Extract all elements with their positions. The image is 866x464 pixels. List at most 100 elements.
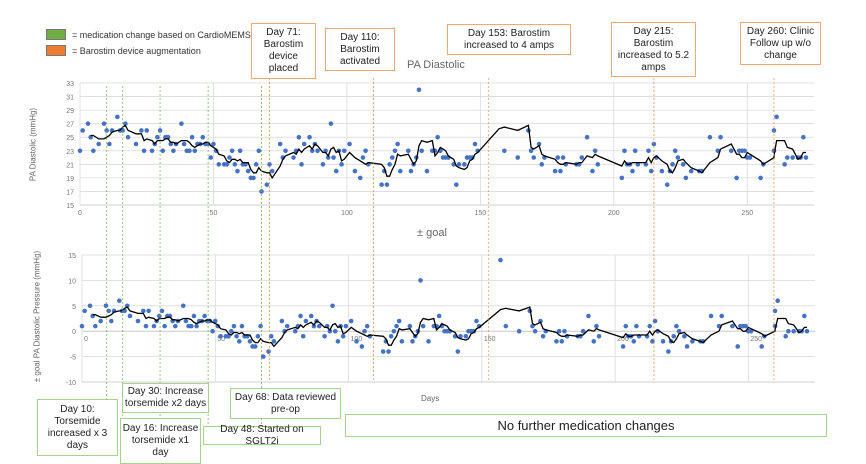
data-point	[332, 328, 338, 334]
orange-swatch-icon	[46, 45, 66, 56]
data-point	[646, 148, 651, 154]
data-point	[528, 148, 534, 154]
data-point	[455, 349, 461, 354]
y-tick-label: -5	[70, 355, 76, 362]
data-point	[325, 155, 331, 160]
data-point	[226, 333, 231, 339]
data-point	[218, 333, 223, 339]
data-point	[216, 162, 222, 167]
data-point	[420, 323, 426, 329]
data-point	[291, 155, 296, 160]
data-point	[264, 182, 270, 187]
data-point	[580, 328, 586, 334]
annotation-day-16: Day 16: Increase torsemide x1 day	[120, 418, 201, 464]
data-point	[151, 323, 157, 329]
data-point	[664, 182, 670, 187]
data-point	[308, 313, 314, 319]
data-point	[79, 323, 85, 329]
data-point	[352, 168, 358, 174]
data-point	[269, 168, 275, 174]
legend-item-medication: = medication change based on CardioMEMS	[46, 29, 251, 40]
data-point	[590, 168, 595, 174]
data-point	[632, 148, 638, 154]
data-point	[268, 333, 274, 339]
data-point	[202, 313, 207, 319]
top-chart-title: PA Diastolic	[407, 59, 465, 71]
data-point	[181, 141, 187, 147]
data-point	[115, 114, 120, 120]
y-tick-label: 17	[66, 189, 74, 196]
y-tick-label: 33	[66, 81, 74, 88]
data-point	[340, 333, 346, 339]
data-point	[774, 114, 779, 120]
data-point	[791, 328, 796, 334]
data-point	[498, 257, 503, 263]
data-point	[149, 148, 155, 154]
data-point	[343, 323, 349, 329]
data-point	[399, 339, 405, 344]
data-point	[775, 298, 780, 304]
annotation-day-30: Day 30: Increase torsemide x2 days	[122, 383, 209, 413]
data-point	[183, 318, 189, 324]
data-point	[719, 313, 725, 319]
data-point	[379, 182, 384, 187]
data-point	[239, 323, 245, 329]
data-point	[394, 323, 399, 329]
data-point	[267, 162, 272, 167]
data-point	[387, 162, 392, 167]
data-point	[322, 333, 327, 339]
data-point	[292, 328, 298, 334]
data-point	[410, 339, 415, 344]
data-point	[127, 313, 133, 319]
data-point	[133, 141, 139, 147]
data-point	[758, 175, 763, 181]
data-point	[364, 323, 370, 329]
data-point	[623, 323, 629, 329]
data-point	[630, 168, 635, 174]
data-point	[341, 148, 347, 154]
data-point	[562, 328, 567, 334]
legend-label: = Barostim device augmentation	[72, 45, 201, 56]
data-point	[327, 328, 333, 334]
data-point	[360, 155, 366, 160]
data-point	[772, 308, 778, 314]
data-point	[554, 339, 559, 344]
data-point	[192, 148, 198, 154]
data-point	[189, 134, 195, 140]
data-point	[734, 175, 739, 181]
data-point	[532, 328, 538, 334]
y-tick-label: 29	[66, 108, 74, 115]
data-point	[391, 328, 397, 334]
data-point	[748, 328, 754, 334]
data-point	[584, 134, 590, 140]
data-point	[666, 349, 671, 354]
data-point	[801, 134, 806, 140]
data-point	[143, 323, 149, 329]
data-point	[804, 328, 810, 334]
x-tick-label: 150	[475, 210, 487, 217]
data-point	[531, 155, 537, 160]
data-point	[559, 339, 565, 344]
x-tick-label: 50	[217, 336, 225, 343]
green-swatch-icon	[46, 29, 66, 40]
data-point	[389, 155, 395, 160]
data-point	[742, 148, 747, 154]
data-point	[103, 303, 109, 309]
data-point	[555, 155, 561, 160]
data-point	[502, 148, 507, 154]
data-point	[96, 141, 101, 147]
data-point	[139, 128, 144, 133]
data-point	[384, 182, 390, 187]
data-point	[708, 313, 714, 319]
top-y-axis-label: PA Diastolic (mmHg)	[28, 107, 38, 182]
data-point	[85, 121, 91, 126]
data-point	[634, 323, 639, 329]
annotation-day-215: Day 215: Barostim increased to 5.2 amps	[611, 22, 696, 77]
data-point	[212, 318, 218, 324]
y-tick-label: 5	[72, 304, 76, 311]
x-tick-label: 150	[484, 336, 496, 343]
data-point	[540, 333, 546, 339]
y-tick-label: -10	[66, 380, 76, 387]
data-point	[188, 323, 194, 329]
data-point	[730, 323, 735, 329]
